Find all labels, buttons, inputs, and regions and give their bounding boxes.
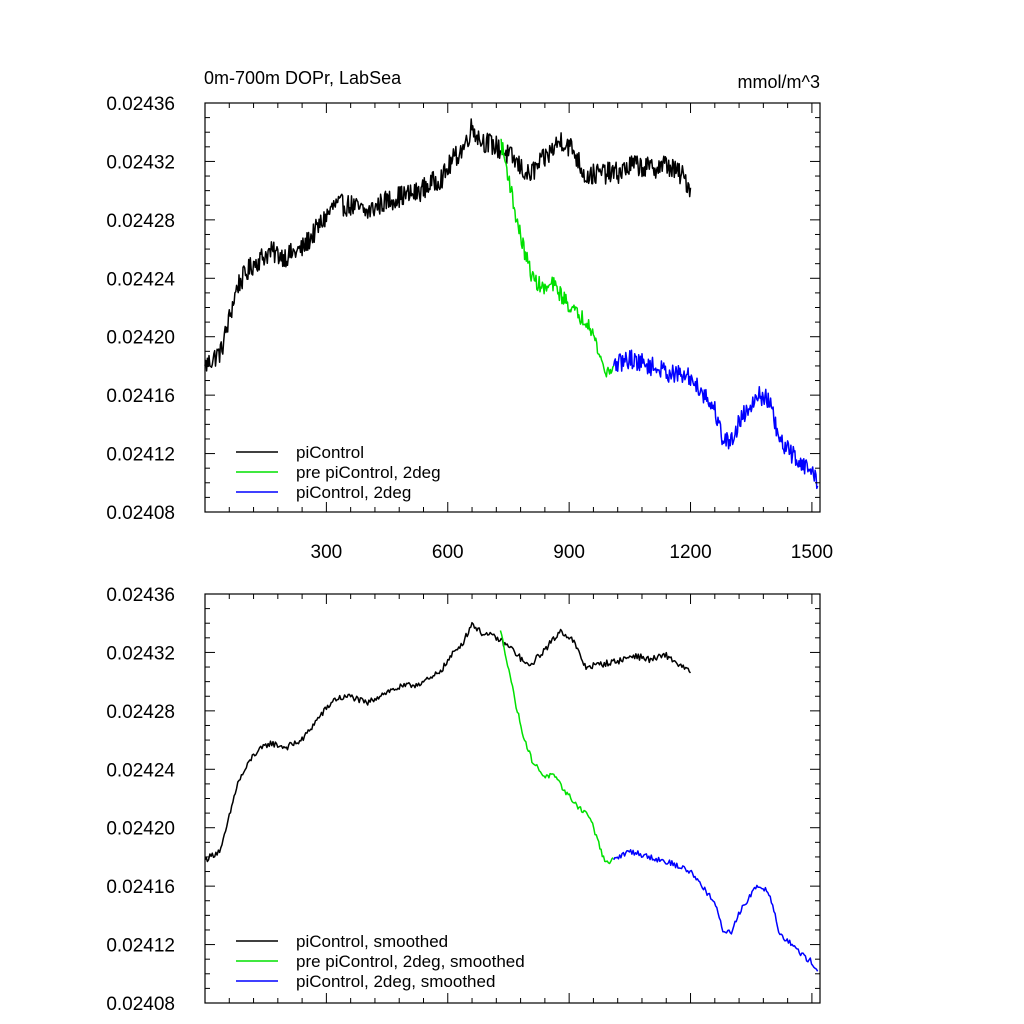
top-y-tick-label: 0.02428 <box>106 211 175 232</box>
top-legend-label: piControl <box>296 443 364 462</box>
bottom-y-tick-label: 0.02412 <box>106 936 175 957</box>
top-legend-label: piControl, 2deg <box>296 483 411 502</box>
bottom-series-line-1 <box>204 621 692 863</box>
top-x-tick-label: 600 <box>432 542 464 563</box>
top-series-line-3 <box>612 349 819 490</box>
top-chart-title: 0m-700m DOPr, LabSea <box>204 68 402 88</box>
bottom-legend-label: pre piControl, 2deg, smoothed <box>296 952 525 971</box>
top-x-tick-label: 900 <box>553 542 585 563</box>
top-legend-label: pre piControl, 2deg <box>296 463 441 482</box>
top-y-tick-label: 0.02412 <box>106 445 175 466</box>
top-series-line-2 <box>500 138 615 378</box>
top-x-tick-label: 1200 <box>669 542 711 563</box>
bottom-legend-label: piControl, 2deg, smoothed <box>296 972 495 991</box>
top-x-tick-label: 1500 <box>791 542 833 563</box>
bottom-y-tick-label: 0.02436 <box>106 585 175 606</box>
top-y-tick-label: 0.02408 <box>106 503 175 524</box>
bottom-series-line-2 <box>499 630 614 865</box>
bottom-y-tick-label: 0.02408 <box>106 994 175 1015</box>
bottom-series-line-3 <box>613 849 819 972</box>
bottom-y-tick-label: 0.02432 <box>106 643 175 664</box>
top-y-tick-label: 0.02424 <box>106 269 175 290</box>
bottom-y-tick-label: 0.02420 <box>106 819 175 840</box>
top-x-tick-label: 300 <box>311 542 343 563</box>
top-series-line-1 <box>204 118 692 372</box>
bottom-legend-label: piControl, smoothed <box>296 932 448 951</box>
bottom-y-tick-label: 0.02424 <box>106 760 175 781</box>
top-y-tick-label: 0.02432 <box>106 152 175 173</box>
top-chart-panel: 0m-700m DOPr, LabSea mmol/m^3 0.02408 0.0… <box>106 68 833 563</box>
bottom-y-tick-label: 0.02416 <box>106 877 175 898</box>
top-y-tick-label: 0.02420 <box>106 328 175 349</box>
top-y-tick-label: 0.02416 <box>106 386 175 407</box>
top-y-tick-label: 0.02436 <box>106 94 175 115</box>
bottom-y-tick-label: 0.02428 <box>106 702 175 723</box>
bottom-chart-panel: 0.02408 0.02412 0.02416 0.02420 0.02424 0.024… <box>106 585 821 1015</box>
top-chart-units: mmol/m^3 <box>738 72 820 92</box>
